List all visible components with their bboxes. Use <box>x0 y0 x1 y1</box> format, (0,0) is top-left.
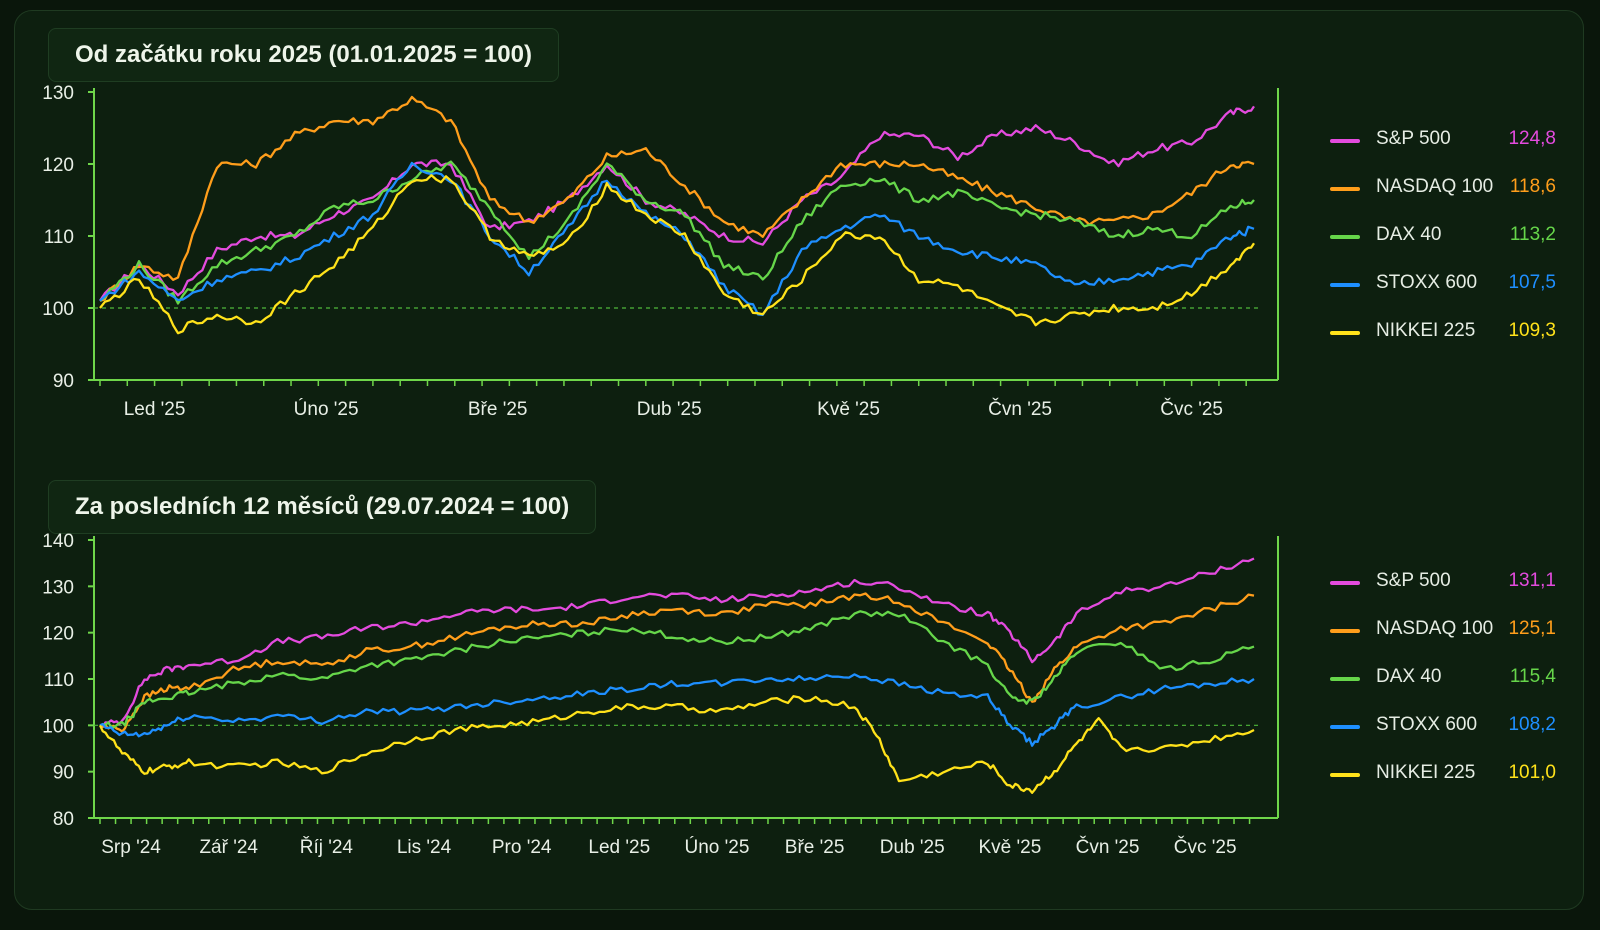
x-tick-label: Srp '24 <box>101 837 161 858</box>
legend-item-stoxx-600: STOXX 600 108,2 <box>1330 704 1560 752</box>
x-tick-label: Dub '25 <box>637 399 702 420</box>
legend-swatch <box>1330 725 1360 729</box>
legend-swatch <box>1330 677 1360 681</box>
y-tick-label: 110 <box>44 670 74 691</box>
legend-item-nikkei-225: NIKKEI 225 109,3 <box>1330 310 1560 358</box>
y-tick-label: 130 <box>42 83 74 104</box>
series-line-nikkei-225 <box>99 174 1255 335</box>
legend-label: NIKKEI 225 <box>1376 320 1476 341</box>
legend-item-stoxx-600: STOXX 600 107,5 <box>1330 262 1560 310</box>
x-tick-label: Čvn '25 <box>1076 836 1140 858</box>
x-tick-label: Úno '25 <box>294 398 359 420</box>
y-tick-label: 80 <box>53 809 74 830</box>
legend-value: 124,8 <box>1508 128 1556 149</box>
y-tick-label: 90 <box>53 371 74 392</box>
legend-swatch <box>1330 581 1360 585</box>
x-tick-label: Čvc '25 <box>1174 836 1237 858</box>
legend-item-dax-40: DAX 40 113,2 <box>1330 214 1560 262</box>
y-tick-label: 100 <box>42 716 74 737</box>
legend-swatch <box>1330 629 1360 633</box>
series-line-sp-500 <box>99 105 1255 302</box>
legend-label: NIKKEI 225 <box>1376 762 1476 783</box>
chart-title-12m: Za posledních 12 měsíců (29.07.2024 = 10… <box>48 480 597 534</box>
legend-value: 101,0 <box>1508 762 1556 783</box>
y-tick-label: 110 <box>44 227 74 248</box>
x-tick-label: Pro '24 <box>492 837 552 858</box>
legend-swatch <box>1330 187 1360 191</box>
x-tick-label: Kvě '25 <box>817 399 880 420</box>
y-tick-label: 90 <box>53 763 74 784</box>
legend-value: 113,2 <box>1509 224 1556 245</box>
legend-12m: S&P 500 131,1 NASDAQ 100 125,1 DAX 40 115,4 ST… <box>1330 560 1560 800</box>
legend-value: 107,5 <box>1508 272 1556 293</box>
series-line-stoxx-600 <box>99 673 1255 747</box>
legend-label: NASDAQ 100 <box>1376 618 1494 639</box>
x-tick-label: Čvn '25 <box>988 398 1052 420</box>
x-tick-label: Lis '24 <box>397 837 452 858</box>
legend-ytd: S&P 500 124,8 NASDAQ 100 118,6 DAX 40 113,2 ST… <box>1330 118 1560 358</box>
legend-value: 108,2 <box>1508 714 1556 735</box>
x-tick-label: Led '25 <box>124 399 186 420</box>
x-tick-label: Úno '25 <box>684 836 749 858</box>
y-tick-label: 100 <box>42 299 74 320</box>
legend-label: DAX 40 <box>1376 666 1442 687</box>
x-tick-label: Led '25 <box>588 837 650 858</box>
series-line-nikkei-225 <box>98 695 1255 794</box>
series-line-sp-500 <box>99 557 1255 729</box>
x-tick-label: Bře '25 <box>785 837 845 858</box>
x-tick-label: Zář '24 <box>199 837 258 858</box>
legend-label: STOXX 600 <box>1376 272 1478 293</box>
legend-value: 131,1 <box>1508 570 1556 591</box>
legend-value: 115,4 <box>1509 666 1556 687</box>
legend-item-dax-40: DAX 40 115,4 <box>1330 656 1560 704</box>
x-tick-label: Bře '25 <box>468 399 528 420</box>
legend-swatch <box>1330 283 1360 287</box>
chart-title-ytd: Od začátku roku 2025 (01.01.2025 = 100) <box>48 28 559 82</box>
legend-item-nikkei-225: NIKKEI 225 101,0 <box>1330 752 1560 800</box>
legend-item-nasdaq-100: NASDAQ 100 125,1 <box>1330 608 1560 656</box>
series-line-dax-40 <box>99 160 1255 305</box>
legend-label: S&P 500 <box>1376 128 1451 149</box>
legend-item-sp-500: S&P 500 131,1 <box>1330 560 1560 608</box>
legend-value: 109,3 <box>1508 320 1556 341</box>
legend-label: S&P 500 <box>1376 570 1451 591</box>
x-tick-label: Čvc '25 <box>1160 398 1223 420</box>
legend-swatch <box>1330 139 1360 143</box>
x-tick-label: Říj '24 <box>300 836 354 858</box>
legend-label: DAX 40 <box>1376 224 1442 245</box>
y-tick-label: 140 <box>42 531 74 552</box>
y-tick-label: 120 <box>42 155 74 176</box>
legend-item-nasdaq-100: NASDAQ 100 118,6 <box>1330 166 1560 214</box>
x-tick-label: Kvě '25 <box>978 837 1041 858</box>
legend-swatch <box>1330 331 1360 335</box>
legend-item-sp-500: S&P 500 124,8 <box>1330 118 1560 166</box>
legend-swatch <box>1330 773 1360 777</box>
legend-label: NASDAQ 100 <box>1376 176 1494 197</box>
x-tick-label: Dub '25 <box>880 837 945 858</box>
legend-label: STOXX 600 <box>1376 714 1478 735</box>
series-line-nasdaq-100 <box>99 592 1255 733</box>
legend-swatch <box>1330 235 1360 239</box>
series-line-dax-40 <box>99 610 1255 729</box>
y-tick-label: 130 <box>42 577 74 598</box>
legend-value: 118,6 <box>1509 176 1556 197</box>
series-line-stoxx-600 <box>99 161 1255 316</box>
legend-value: 125,1 <box>1508 618 1556 639</box>
y-tick-label: 120 <box>42 624 74 645</box>
